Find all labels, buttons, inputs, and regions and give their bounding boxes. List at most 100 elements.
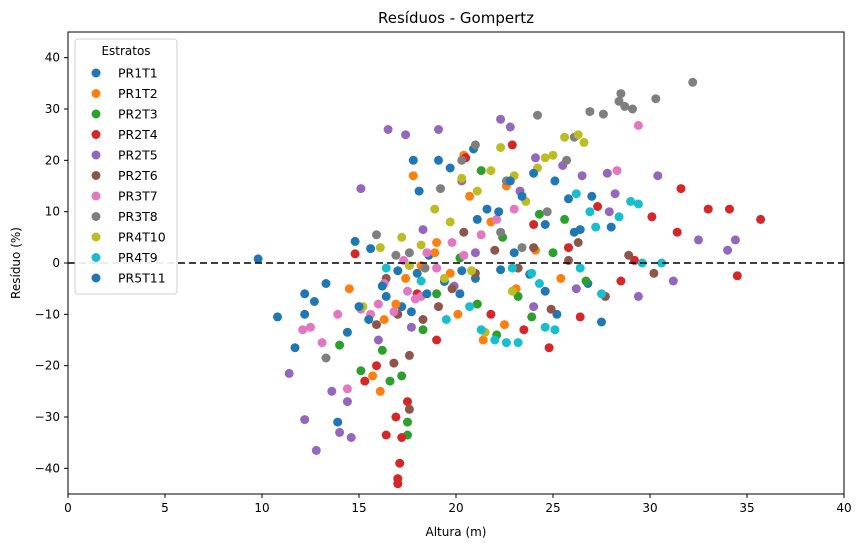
legend-item-PR2T4: PR2T4 [91,127,158,142]
series-PR3T7 [298,120,643,394]
y-tick-label: 0 [52,256,60,270]
data-point [335,427,345,437]
data-point [420,263,430,273]
data-point [418,325,428,335]
data-point [540,153,550,163]
y-tick-label: −10 [35,307,60,321]
data-point [298,325,308,335]
data-point [321,279,331,288]
data-point [445,163,455,173]
data-point [540,220,550,229]
data-point [548,248,558,258]
data-point [397,371,407,381]
data-point [490,245,500,255]
data-point [300,415,310,425]
data-point [457,155,467,165]
data-point [327,386,337,396]
data-point [540,322,550,332]
data-point [542,207,552,217]
data-point [564,243,573,253]
data-point [375,243,385,253]
data-point [317,338,327,348]
data-point [509,204,519,214]
legend-marker [91,273,101,283]
data-point [653,171,663,181]
x-tick-label: 10 [254,501,269,515]
data-point [447,284,457,294]
data-point [756,214,766,224]
data-point [432,263,442,273]
data-point [672,227,682,237]
data-point [571,284,581,294]
data-point [414,186,424,196]
data-point [534,279,544,288]
data-point [333,417,343,427]
data-point [577,171,587,181]
data-point [579,137,589,147]
data-point [372,361,381,371]
x-tick-label: 5 [161,501,169,515]
series-PR2T4 [350,140,766,489]
data-point [486,166,496,176]
data-point [300,289,310,299]
data-point [373,335,383,345]
data-point [657,258,667,268]
data-point [612,166,622,176]
data-point [620,101,630,111]
data-point [453,309,463,319]
data-point [389,358,399,368]
data-point [513,291,523,301]
data-point [540,286,550,296]
data-point [321,353,331,363]
legend-marker [91,130,101,139]
series-PR2T3 [335,166,591,440]
data-point [397,433,407,442]
data-point [445,217,455,227]
data-point [492,214,502,224]
data-point [379,315,389,324]
data-point [571,189,581,199]
data-point [395,458,405,468]
legend-marker [91,253,101,262]
data-point [546,304,556,314]
x-tick-label: 25 [545,501,560,515]
data-point [486,309,496,319]
legend-item-PR1T1: PR1T1 [91,66,158,81]
data-point [544,343,554,353]
data-point [434,155,443,165]
data-point [335,340,345,350]
data-point [501,338,511,348]
data-point [418,315,428,324]
data-point [346,433,356,442]
data-point [470,248,480,258]
data-point [602,168,612,178]
data-point [552,309,562,319]
data-point [404,248,414,258]
data-point [436,184,445,194]
y-tick-label: −30 [35,410,60,424]
data-point [587,191,597,201]
x-axis-label: Altura (m) [425,525,486,539]
data-point [401,130,411,140]
data-point [694,235,703,245]
data-point [482,204,492,214]
data-point [375,386,385,396]
data-point [393,479,403,489]
y-tick-label: 10 [45,205,60,219]
data-point [494,207,504,217]
legend-item-PR3T7: PR3T7 [91,189,158,204]
data-point [350,236,360,246]
data-point [434,302,443,312]
legend-box [74,38,178,295]
legend-label: PR1T1 [118,66,158,81]
y-tick-label: 20 [45,153,60,167]
y-axis-label: Resíduo (%) [9,227,23,299]
data-point [439,273,449,283]
data-point [309,297,319,306]
x-tick-label: 0 [64,501,72,515]
data-point [284,368,294,378]
data-point [403,286,412,296]
data-point [373,299,383,309]
data-point [550,325,560,335]
data-point [476,166,486,176]
